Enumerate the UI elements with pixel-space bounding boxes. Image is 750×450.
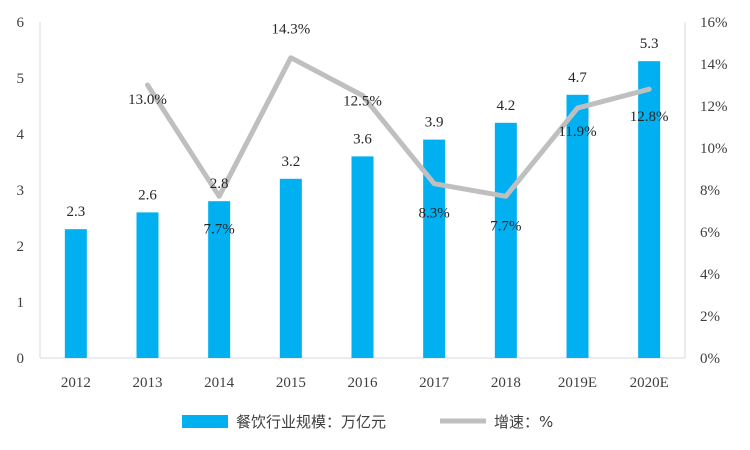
- x-axis-tick-label: 2020E: [630, 375, 669, 391]
- right-axis-tick-label: 4%: [700, 267, 720, 283]
- right-axis-ticks: 0% 2% 4% 6% 8% 10% 12% 14% 16%: [700, 15, 728, 367]
- left-axis-tick-label: 5: [17, 71, 25, 87]
- x-axis-tick-label: 2012: [61, 375, 91, 391]
- left-axis-ticks: 0 1 2 3 4 5 6: [17, 15, 25, 367]
- bar-data-label: 4.2: [496, 98, 515, 114]
- left-axis-tick-label: 4: [17, 127, 25, 143]
- line-data-labels: 13.0% 7.7% 14.3% 12.5% 8.3% 7.7% 11.9% 12.8%: [128, 22, 668, 238]
- x-axis-tick-label: 2014: [204, 375, 235, 391]
- line-data-label: 8.3%: [419, 206, 450, 222]
- x-axis-ticks: 2012 2013 2014 2015 2016 2017 2018 2019E 2020E: [61, 375, 669, 391]
- line-data-label: 12.5%: [343, 94, 382, 110]
- line-data-label: 14.3%: [271, 22, 310, 38]
- bar-series: [64, 61, 661, 359]
- bar-data-label: 2.3: [66, 204, 85, 220]
- legend: 餐饮行业规模：万亿元 增速：%: [182, 413, 553, 431]
- bar-data-labels: 2.3 2.6 2.8 3.2 3.6 3.9 4.2 4.7 5.3: [66, 36, 658, 220]
- bar-data-label: 3.2: [281, 154, 300, 170]
- line-data-label: 7.7%: [204, 221, 235, 237]
- bar: [638, 61, 661, 358]
- left-axis-tick-label: 0: [17, 351, 25, 367]
- line-data-label: 13.0%: [128, 92, 167, 108]
- bar: [208, 201, 231, 358]
- left-axis-tick-label: 2: [17, 239, 25, 255]
- bar: [279, 178, 302, 358]
- bar: [494, 122, 517, 358]
- bar-data-label: 3.9: [425, 115, 444, 131]
- line-data-label: 12.8%: [630, 109, 669, 125]
- bar: [64, 229, 87, 358]
- left-axis-tick-label: 6: [17, 15, 25, 31]
- line-data-label: 7.7%: [490, 218, 521, 234]
- line-series: [145, 55, 652, 199]
- x-axis-tick-label: 2018: [491, 375, 521, 391]
- left-axis-tick-label: 1: [17, 295, 25, 311]
- x-axis-tick-label: 2017: [419, 375, 450, 391]
- x-axis-tick-label: 2013: [133, 375, 163, 391]
- bar: [423, 139, 446, 358]
- right-axis-tick-label: 12%: [700, 99, 728, 115]
- right-axis-tick-label: 14%: [700, 57, 728, 73]
- right-axis-tick-label: 8%: [700, 183, 720, 199]
- right-axis-tick-label: 10%: [700, 141, 728, 157]
- line-data-label: 11.9%: [558, 124, 596, 140]
- bar-data-label: 2.6: [138, 187, 157, 203]
- bar-data-label: 4.7: [568, 70, 587, 86]
- legend-bar-label: 餐饮行业规模：万亿元: [236, 413, 386, 431]
- x-axis-tick-label: 2019E: [558, 375, 597, 391]
- bar: [566, 94, 589, 359]
- left-axis-tick-label: 3: [17, 183, 25, 199]
- bar: [351, 156, 374, 358]
- bar-data-label: 5.3: [640, 36, 659, 52]
- right-axis-tick-label: 16%: [700, 15, 728, 31]
- growth-line: [145, 55, 652, 199]
- x-axis-tick-label: 2015: [276, 375, 306, 391]
- legend-bar-swatch: [182, 415, 228, 428]
- right-axis-tick-label: 0%: [700, 351, 720, 367]
- bar: [136, 212, 159, 358]
- bar-data-label: 3.6: [353, 131, 372, 147]
- x-axis-tick-label: 2016: [348, 375, 379, 391]
- right-axis-tick-label: 6%: [700, 225, 720, 241]
- bar-data-label: 2.8: [210, 176, 229, 192]
- legend-line-label: 增速：%: [494, 413, 553, 431]
- right-axis-tick-label: 2%: [700, 309, 720, 325]
